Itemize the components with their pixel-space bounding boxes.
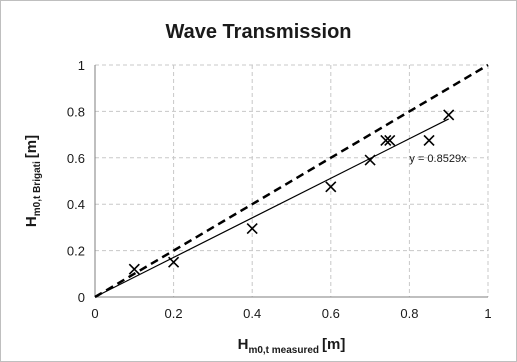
- data-point-x-marker: [364, 154, 376, 166]
- grid: [95, 64, 489, 297]
- y-tick-label: 1: [78, 58, 85, 73]
- x-tick-label: 0: [91, 306, 98, 321]
- y-tick-label: 0: [78, 290, 85, 305]
- x-axis-label-unit: [m]: [322, 336, 345, 353]
- x-tick-label: 0.6: [322, 306, 340, 321]
- x-tick-label: 0.8: [400, 306, 418, 321]
- trendline-label: y = 0.8529x: [409, 153, 467, 165]
- x-axis-label-sub: m0,t measured: [248, 345, 319, 356]
- x-tick-labels: 0 0.2 0.4 0.6 0.8 1: [91, 306, 491, 321]
- y-tick-labels: 0 0.2 0.4 0.6 0.8 1: [67, 58, 85, 305]
- data-point-x-marker: [128, 263, 140, 275]
- trendline: [94, 118, 449, 298]
- reference-line: [94, 63, 489, 299]
- x-tick-label: 0.2: [165, 306, 183, 321]
- y-axis-label-main: H: [23, 216, 40, 227]
- data-point-x-marker: [443, 109, 455, 121]
- y-tick-label: 0.4: [67, 197, 85, 212]
- data-point-x-marker: [168, 256, 180, 268]
- lines: [94, 63, 489, 299]
- axes: [94, 65, 488, 298]
- y-axis-label: Hm0,t Brigati [m]: [23, 135, 43, 227]
- x-axis-label: Hm0,t measured [m]: [238, 336, 346, 356]
- y-axis-label-unit: [m]: [23, 135, 40, 158]
- data-point-x-marker: [380, 134, 392, 146]
- data-point-x-marker: [423, 134, 435, 146]
- y-tick-label: 0.6: [67, 151, 85, 166]
- chart-title: Wave Transmission: [165, 21, 352, 43]
- x-tick-label: 0.4: [243, 306, 261, 321]
- data-points: [128, 109, 455, 275]
- data-point-x-marker: [384, 134, 396, 146]
- data-point-x-marker: [246, 222, 258, 235]
- x-tick-label: 1: [484, 306, 491, 321]
- x-axis-label-main: H: [238, 336, 249, 353]
- data-point-x-marker: [325, 181, 337, 193]
- y-tick-label: 0.8: [67, 104, 85, 119]
- y-tick-label: 0.2: [67, 244, 85, 259]
- y-axis-label-sub: m0,t Brigati: [32, 161, 43, 216]
